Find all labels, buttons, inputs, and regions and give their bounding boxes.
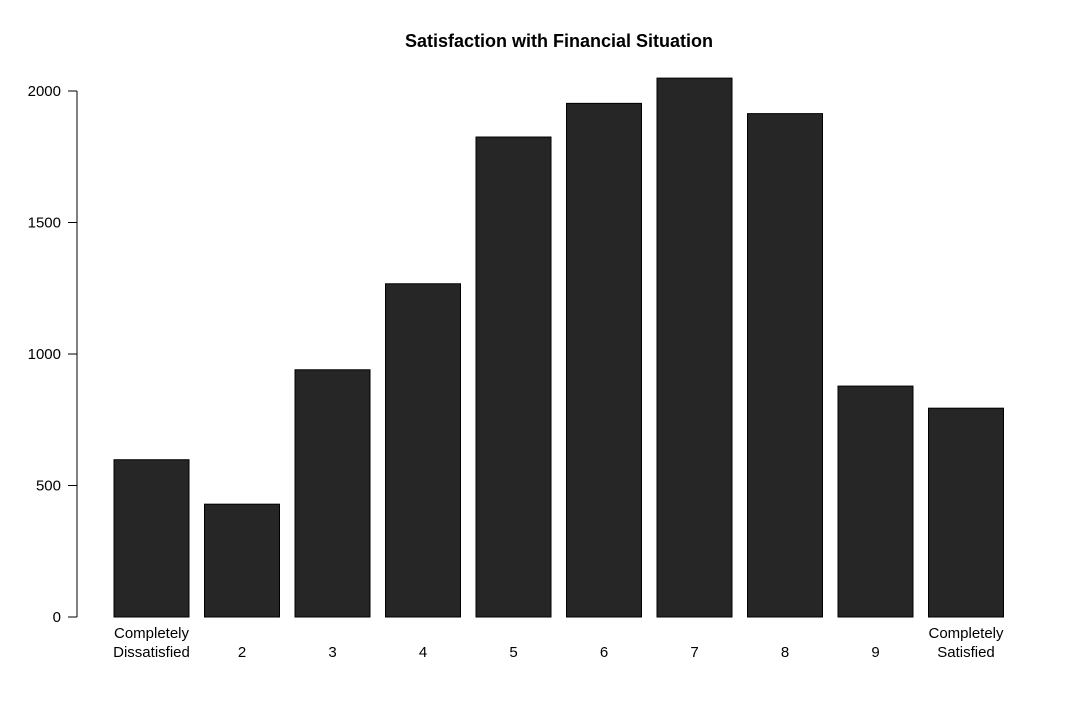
x-tick-label: 7 <box>690 644 698 661</box>
bar <box>204 503 280 618</box>
bar <box>113 459 190 618</box>
x-tick-label-line: Dissatisfied <box>113 644 190 661</box>
bar <box>837 385 914 618</box>
x-tick-label: 3 <box>328 644 336 661</box>
x-tick-label: Completely Dissatisfied <box>113 625 190 661</box>
bar <box>747 113 823 618</box>
bar <box>475 136 552 618</box>
x-tick-label: 5 <box>509 644 517 661</box>
x-tick-label-line: 4 <box>419 644 427 661</box>
y-tick-label: 2000 <box>28 83 61 100</box>
bar <box>928 407 1004 618</box>
y-tick-label: 1000 <box>28 346 61 363</box>
x-tick-label: 4 <box>419 644 427 661</box>
x-axis-labels: Completely Dissatisfied 2 3 4 5 6 7 8 9 Completely… <box>113 625 1004 661</box>
x-tick-label-line: Completely <box>928 625 1004 642</box>
x-tick-label: 2 <box>238 644 246 661</box>
y-tick-label: 1500 <box>28 215 61 232</box>
y-tick-label: 0 <box>53 609 61 626</box>
x-tick-label-line: 8 <box>781 644 789 661</box>
x-tick-label-line: 7 <box>690 644 698 661</box>
x-tick-label-line: Satisfied <box>937 644 995 661</box>
bars-group <box>113 77 1004 618</box>
x-tick-label: Completely Satisfied <box>928 625 1004 661</box>
x-tick-label: 9 <box>871 644 879 661</box>
x-tick-label-line: Completely <box>114 625 190 642</box>
bar <box>294 369 371 618</box>
x-tick-label: 6 <box>600 644 608 661</box>
bar <box>566 102 642 618</box>
bar <box>385 283 461 618</box>
x-tick-label-line: 6 <box>600 644 608 661</box>
chart-title: Satisfaction with Financial Situation <box>405 31 713 51</box>
x-tick-label-line: 5 <box>509 644 517 661</box>
x-tick-label: 8 <box>781 644 789 661</box>
x-tick-label-line: 3 <box>328 644 336 661</box>
x-tick-label-line: 2 <box>238 644 246 661</box>
y-axis: 0 500 1000 1500 2000 <box>28 83 78 626</box>
y-tick-label: 500 <box>36 478 61 495</box>
bar <box>656 77 733 618</box>
x-tick-label-line: 9 <box>871 644 879 661</box>
